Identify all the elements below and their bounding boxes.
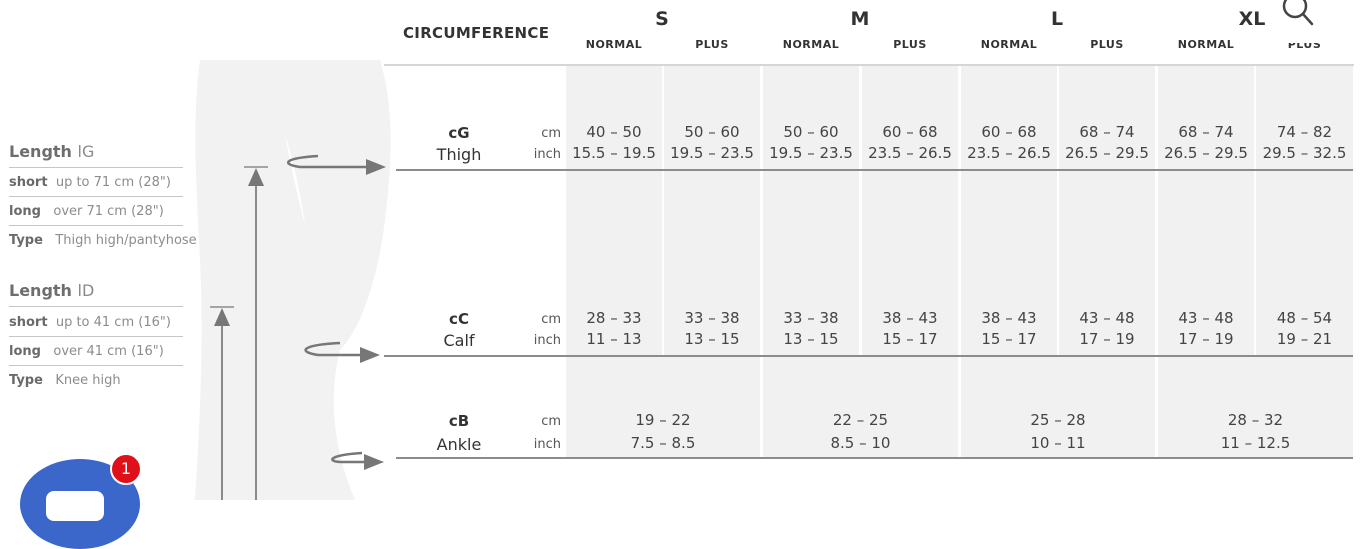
chat-icon: [46, 491, 104, 521]
table-cell: 28 – 33 11 – 13: [586, 309, 642, 348]
table-cell: 33 – 38 13 – 15: [783, 309, 839, 348]
unit-label: cm inch: [533, 312, 561, 348]
table-cell: 43 – 48 17 – 19: [1079, 309, 1135, 348]
size-m: M: [850, 8, 870, 30]
search-icon: [1282, 0, 1314, 26]
table-cell: 40 – 50 15.5 – 19.5: [572, 123, 656, 162]
unit-label: cm inch: [533, 126, 561, 162]
size-l: L: [1050, 8, 1064, 30]
subhead-m-normal: NORMAL: [782, 38, 840, 51]
subhead-s-plus: PLUS: [695, 38, 729, 51]
notification-badge: 1: [110, 453, 142, 485]
size-s: S: [655, 8, 669, 30]
table-cell: 25 – 28 10 – 11: [1030, 411, 1086, 452]
length-ld-long: long over 41 cm (16"): [9, 344, 164, 359]
row-label-thigh: cG Thigh: [436, 124, 482, 164]
subhead-s-normal: NORMAL: [585, 38, 643, 51]
length-ld-type: Type Knee high: [9, 373, 121, 388]
row-label-ankle: cB Ankle: [436, 412, 482, 454]
circumference-header: CIRCUMFERENCE: [403, 24, 550, 42]
length-lg-short: short up to 71 cm (28"): [9, 175, 171, 190]
table-cell: 38 – 43 15 – 17: [981, 309, 1037, 348]
length-ld-short: short up to 41 cm (16"): [9, 315, 171, 330]
table-cell: 43 – 48 17 – 19: [1178, 309, 1234, 348]
unit-label: cm inch: [533, 414, 561, 452]
search-button[interactable]: [1268, 0, 1326, 34]
table-cell: 19 – 22 7.5 – 8.5: [630, 411, 696, 452]
subhead-l-plus: PLUS: [1090, 38, 1124, 51]
table-cell: 28 – 32 11 – 12.5: [1220, 411, 1291, 452]
length-lg-long: long over 71 cm (28"): [9, 204, 164, 219]
subhead-xl-normal: NORMAL: [1177, 38, 1235, 51]
subhead-xl-plus: PLUS: [1287, 38, 1322, 51]
row-label-calf: cC Calf: [443, 310, 475, 350]
leg-illustration: [195, 60, 391, 500]
table-cell: 50 – 60 19.5 – 23.5: [670, 123, 754, 162]
table-cell: 50 – 60 19.5 – 23.5: [769, 123, 853, 162]
table-cell: 74 – 82 29.5 – 32.5: [1262, 123, 1347, 162]
table-cell: 68 – 74 26.5 – 29.5: [1164, 123, 1248, 162]
length-lg-title: Length lG: [9, 142, 95, 161]
measurement-arrows: [210, 154, 386, 500]
subhead-m-plus: PLUS: [893, 38, 927, 51]
table-cell: 60 – 68 23.5 – 26.5: [967, 123, 1051, 162]
table-cell: 38 – 43 15 – 17: [882, 309, 938, 348]
subhead-l-normal: NORMAL: [980, 38, 1038, 51]
table-cell: 60 – 68 23.5 – 26.5: [868, 123, 952, 162]
length-ld-title: Length lD: [9, 281, 95, 300]
table-cell: 33 – 38 13 – 15: [684, 309, 740, 348]
length-lg-type: Type Thigh high/pantyhose: [9, 233, 197, 248]
size-xl: XL: [1238, 8, 1266, 30]
table-cell: 48 – 54 19 – 21: [1276, 309, 1333, 348]
table-cell: 22 – 25 8.5 – 10: [830, 411, 891, 452]
table-cell: 68 – 74 26.5 – 29.5: [1065, 123, 1149, 162]
